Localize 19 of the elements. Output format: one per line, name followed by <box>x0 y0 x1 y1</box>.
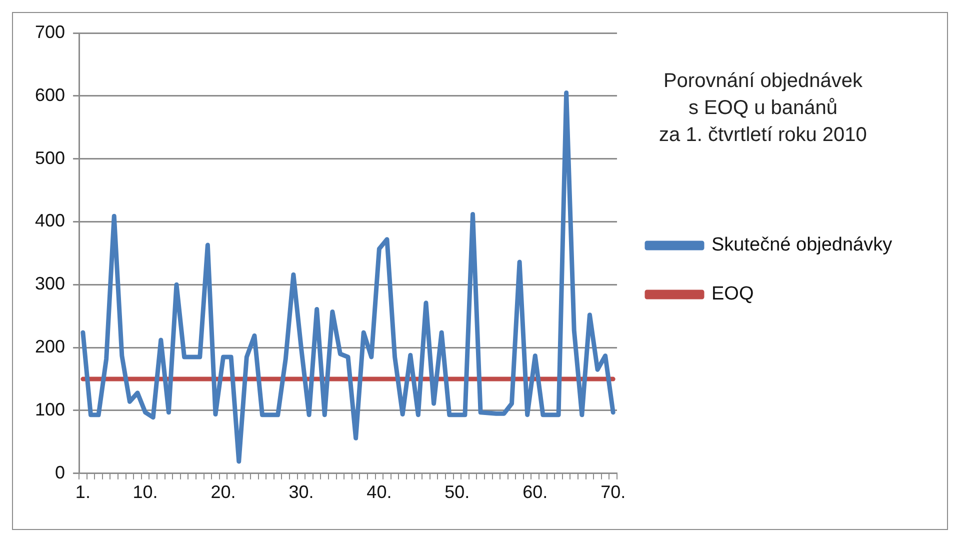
legend-label: Skutečné objednávky <box>712 234 893 256</box>
text: Porovnání objednávek s EOQ u banánů za 1. čtvrtletí roku 2010 <box>658 69 868 148</box>
y-tick-label: 500 <box>34 148 66 168</box>
x-tick-label: 40. <box>366 482 392 502</box>
x-tick-label: 20. <box>210 482 236 502</box>
y-tick-label: 300 <box>34 274 66 294</box>
x-tick-label: 30. <box>288 482 314 502</box>
x-tick-label: 1. <box>75 482 90 502</box>
x-tick-label: 50. <box>444 482 470 502</box>
y-tick-label: 100 <box>34 399 66 420</box>
x-tick-label: 70. <box>600 482 626 502</box>
y-tick-label: 700 <box>34 22 66 42</box>
x-tick-label: 60. <box>522 482 548 502</box>
y-tick-label: 200 <box>34 336 66 357</box>
y-tick-label: 600 <box>34 84 66 105</box>
y-tick-label: 400 <box>34 210 66 231</box>
y-tick-label: 0 <box>55 462 66 482</box>
x-tick-label: 10. <box>132 482 158 502</box>
legend-label: EOQ <box>712 284 754 305</box>
